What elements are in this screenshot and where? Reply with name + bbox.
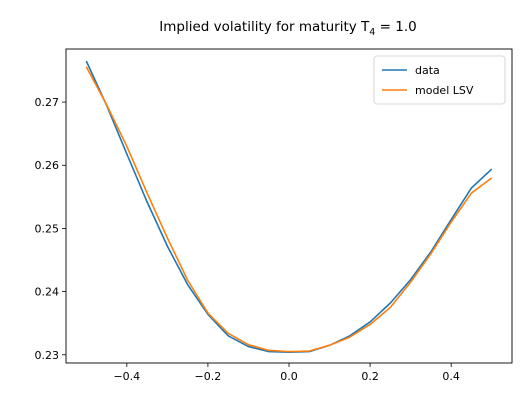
x-tick-label: −0.4 <box>113 370 140 383</box>
x-tick-label: 0.4 <box>442 370 460 383</box>
legend-label-model-lsv: model LSV <box>415 84 474 97</box>
y-tick-label: 0.23 <box>35 349 60 362</box>
y-axis: 0.23 0.24 0.25 0.26 0.27 <box>35 96 66 362</box>
legend: data model LSV <box>373 55 506 105</box>
chart-title-prefix: Implied volatility for maturity T <box>159 19 370 35</box>
chart-title: Implied volatility for maturity T4 = 1.0 <box>159 19 416 38</box>
legend-label-data: data <box>415 64 440 77</box>
x-tick-label: −0.2 <box>195 370 222 383</box>
series-line-model-lsv <box>85 66 493 353</box>
y-tick-label: 0.27 <box>35 96 60 109</box>
x-tick-label: 0.2 <box>361 370 379 383</box>
chart-title-subscript: 4 <box>369 27 375 38</box>
legend-box <box>373 55 506 105</box>
x-tick-label: 0.0 <box>280 370 298 383</box>
plot-lines <box>85 60 493 354</box>
y-tick-label: 0.25 <box>35 222 60 235</box>
chart-title-suffix: = 1.0 <box>375 19 416 35</box>
y-tick-label: 0.26 <box>35 159 60 172</box>
x-axis: −0.4 −0.2 0.0 0.2 0.4 <box>113 363 460 383</box>
y-tick-label: 0.24 <box>35 286 60 299</box>
